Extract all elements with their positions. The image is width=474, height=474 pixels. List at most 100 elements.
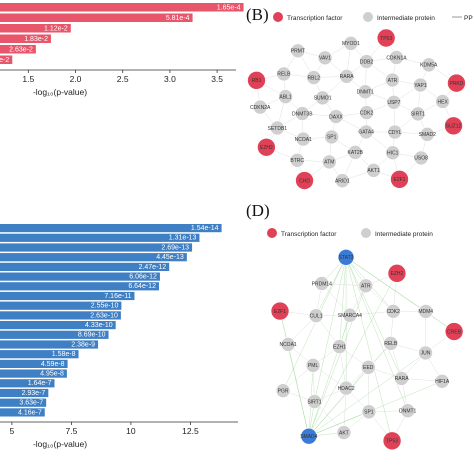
legend-d: Transcription factor Intermediate protei… (267, 228, 433, 238)
network-node: PGR (275, 383, 291, 398)
network-edge (314, 257, 347, 402)
node-circle (376, 28, 396, 48)
node-circle (357, 84, 373, 100)
network-edge (345, 257, 393, 441)
x-tick-label: 3.5 (211, 74, 223, 84)
node-label: NCOA1 (295, 137, 312, 143)
node-circle (343, 36, 359, 51)
bar (0, 408, 45, 417)
network-node: SMARCA4 (338, 307, 362, 323)
node-label: RARA (395, 376, 410, 382)
node-label: CDK2 (360, 110, 374, 116)
panel-label-b: (B) (246, 5, 269, 24)
bar-value-label: 8.69e-10 (78, 332, 106, 339)
network-node: CDKN2A (250, 99, 271, 115)
bar-value-label: 6.64e-12 (128, 283, 156, 290)
network-node: PRMT (290, 43, 306, 59)
node-circle (418, 345, 433, 361)
node-label: PRKD (449, 81, 463, 87)
network-node: PRDM14 (312, 276, 332, 291)
network-edge (345, 257, 408, 411)
bar (0, 45, 36, 54)
node-label: CDKN2A (250, 105, 271, 111)
ip-legend-dot (361, 228, 371, 238)
x-axis-label: -log₁₀(p-value) (33, 87, 87, 97)
network-node: BTRC (289, 152, 305, 168)
network-node: MDM4 (418, 304, 433, 319)
bar (0, 350, 79, 359)
node-circle (317, 50, 333, 66)
network-node: JUN (418, 345, 433, 361)
node-label: SUZ12 (446, 124, 462, 130)
network-d: EED EZH1 RELB HDAC2 SMARCA4 RARA PML CDK2 SP1 CUL… (270, 248, 464, 451)
node-label: CDK2 (387, 309, 401, 315)
network-node: CDK2 (385, 304, 401, 319)
network-node: DDB2 (359, 54, 374, 69)
network-node: EZH2 (387, 264, 407, 283)
node-circle (400, 403, 416, 419)
node-label: PGR (278, 388, 289, 394)
node-label: CHD (299, 178, 310, 184)
node-label: CDKN1A (386, 55, 407, 61)
node-label: SP1 (327, 135, 337, 141)
node-circle (444, 322, 464, 341)
node-circle (307, 394, 322, 409)
node-circle (305, 358, 321, 373)
network-node: HEX (435, 94, 450, 109)
network-node: RELB (383, 336, 399, 351)
network-node: SIRT1 (410, 106, 426, 122)
network-node: SMAD4 (300, 427, 318, 445)
network-node: PML (305, 358, 321, 373)
bar (0, 243, 193, 252)
bar-value-label: ?e-2 (0, 57, 9, 64)
node-label: HEX (438, 99, 449, 105)
network-node: CUL1 (308, 308, 324, 323)
bar-value-label: 4.95e-8 (40, 371, 64, 378)
node-circle (413, 77, 428, 93)
node-circle (389, 50, 404, 65)
node-circle (336, 425, 352, 440)
node-circle (359, 54, 374, 69)
node-label: KDM5A (420, 63, 438, 69)
node-label: HIC1 (387, 151, 399, 157)
node-circle (257, 137, 276, 157)
legend-ip-label: Intermediate protein (377, 15, 435, 22)
network-node: NCOA1 (279, 337, 297, 352)
network-node: TP53 (376, 28, 396, 48)
node-circle (306, 70, 322, 85)
bar (0, 13, 193, 22)
bar-value-label: 2.69e-13 (161, 244, 189, 251)
node-circle (324, 129, 339, 145)
node-label: GATA4 (358, 130, 374, 136)
node-label: CDYL (388, 130, 402, 136)
bar-value-label: 7.16e-11 (104, 293, 131, 300)
node-label: EZH1 (333, 344, 346, 350)
node-label: SMAD2 (419, 132, 436, 138)
node-circle (252, 99, 268, 115)
bar-value-label: 1.65e-4 (217, 4, 241, 11)
bar (0, 3, 244, 12)
x-tick-label: 7.5 (65, 426, 77, 436)
tf-legend-dot (267, 228, 277, 238)
bar-value-label: 1.31e-13 (169, 235, 197, 242)
network-node: MYOD1 (342, 36, 360, 51)
node-label: PML (308, 363, 319, 369)
bar (0, 398, 47, 407)
bar (0, 291, 135, 301)
node-circle (385, 145, 400, 161)
node-label: SMAD4 (300, 434, 317, 440)
network-node: E2F1 (390, 170, 409, 189)
node-label: E2F1 (394, 177, 406, 183)
node-circle (294, 106, 310, 121)
node-circle (275, 383, 291, 398)
node-circle (342, 307, 358, 323)
network-node: SMAD2 (419, 127, 436, 142)
node-label: KAT2B (347, 150, 363, 156)
bar (0, 262, 170, 271)
bar-value-label: 1.64e-7 (28, 380, 52, 387)
x-tick-label: 5 (10, 426, 15, 436)
bar (0, 34, 51, 43)
node-circle (434, 373, 450, 389)
network-node: NCOA1 (295, 131, 312, 147)
